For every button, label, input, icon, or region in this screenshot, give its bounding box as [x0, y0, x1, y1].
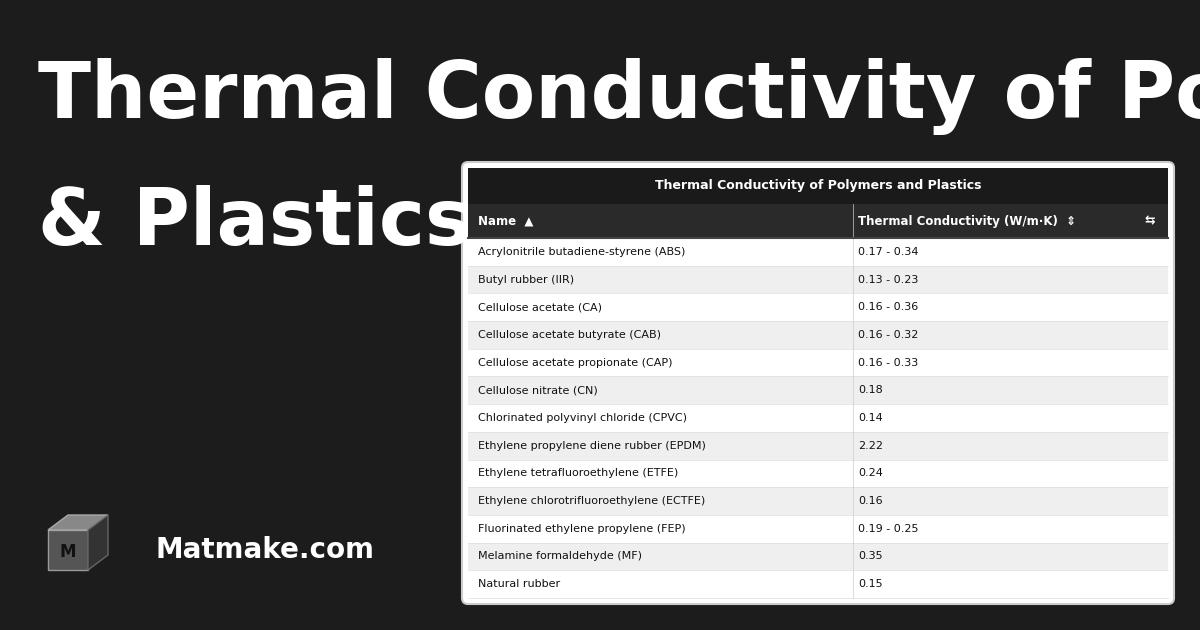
- Bar: [468, 377, 1168, 404]
- Bar: [468, 321, 1168, 349]
- Bar: [468, 238, 1168, 266]
- Text: Chlorinated polyvinyl chloride (CPVC): Chlorinated polyvinyl chloride (CPVC): [478, 413, 686, 423]
- Bar: [468, 266, 1168, 294]
- Text: 2.22: 2.22: [858, 441, 883, 450]
- Text: 0.24: 0.24: [858, 468, 883, 478]
- Text: 0.14: 0.14: [858, 413, 883, 423]
- Polygon shape: [48, 530, 88, 570]
- Bar: [468, 459, 1168, 487]
- Text: 0.16: 0.16: [858, 496, 883, 506]
- Text: Thermal Conductivity of Polymers: Thermal Conductivity of Polymers: [38, 58, 1200, 135]
- Bar: [468, 349, 1168, 377]
- Text: Ethylene chlorotrifluoroethylene (ECTFE): Ethylene chlorotrifluoroethylene (ECTFE): [478, 496, 706, 506]
- Bar: [468, 294, 1168, 321]
- Text: Melamine formaldehyde (MF): Melamine formaldehyde (MF): [478, 551, 642, 561]
- Text: Fluorinated ethylene propylene (FEP): Fluorinated ethylene propylene (FEP): [478, 524, 685, 534]
- Text: 0.13 - 0.23: 0.13 - 0.23: [858, 275, 918, 285]
- Bar: [468, 204, 1168, 238]
- Text: & Plastics: & Plastics: [38, 185, 472, 261]
- FancyBboxPatch shape: [462, 162, 1174, 604]
- Text: Cellulose acetate (CA): Cellulose acetate (CA): [478, 302, 602, 312]
- Bar: [468, 487, 1168, 515]
- Text: Name  ▲: Name ▲: [478, 214, 533, 227]
- Text: ⇆: ⇆: [1145, 214, 1156, 227]
- Text: Cellulose acetate butyrate (CAB): Cellulose acetate butyrate (CAB): [478, 330, 661, 340]
- Text: Natural rubber: Natural rubber: [478, 579, 560, 589]
- Text: 0.15: 0.15: [858, 579, 883, 589]
- Text: Butyl rubber (IIR): Butyl rubber (IIR): [478, 275, 574, 285]
- Text: Cellulose nitrate (CN): Cellulose nitrate (CN): [478, 386, 598, 395]
- Text: Ethylene tetrafluoroethylene (ETFE): Ethylene tetrafluoroethylene (ETFE): [478, 468, 678, 478]
- Text: Thermal Conductivity of Polymers and Plastics: Thermal Conductivity of Polymers and Pla…: [655, 180, 982, 193]
- Bar: [468, 168, 1168, 204]
- Text: Ethylene propylene diene rubber (EPDM): Ethylene propylene diene rubber (EPDM): [478, 441, 706, 450]
- Bar: [468, 515, 1168, 542]
- Text: Thermal Conductivity (W/m·K)  ⇕: Thermal Conductivity (W/m·K) ⇕: [858, 214, 1076, 227]
- Text: 0.16 - 0.36: 0.16 - 0.36: [858, 302, 918, 312]
- Polygon shape: [88, 515, 108, 570]
- Bar: [468, 404, 1168, 432]
- Text: Acrylonitrile butadiene-styrene (ABS): Acrylonitrile butadiene-styrene (ABS): [478, 247, 685, 257]
- Text: M: M: [60, 543, 77, 561]
- Bar: [468, 432, 1168, 459]
- Text: 0.16 - 0.33: 0.16 - 0.33: [858, 358, 918, 368]
- Polygon shape: [48, 515, 108, 530]
- Text: Matmake.com: Matmake.com: [155, 536, 374, 564]
- Text: 0.35: 0.35: [858, 551, 883, 561]
- Text: 0.17 - 0.34: 0.17 - 0.34: [858, 247, 918, 257]
- Text: 0.16 - 0.32: 0.16 - 0.32: [858, 330, 918, 340]
- Text: 0.18: 0.18: [858, 386, 883, 395]
- Text: Cellulose acetate propionate (CAP): Cellulose acetate propionate (CAP): [478, 358, 672, 368]
- Text: 0.19 - 0.25: 0.19 - 0.25: [858, 524, 918, 534]
- Bar: [468, 570, 1168, 598]
- Bar: [468, 542, 1168, 570]
